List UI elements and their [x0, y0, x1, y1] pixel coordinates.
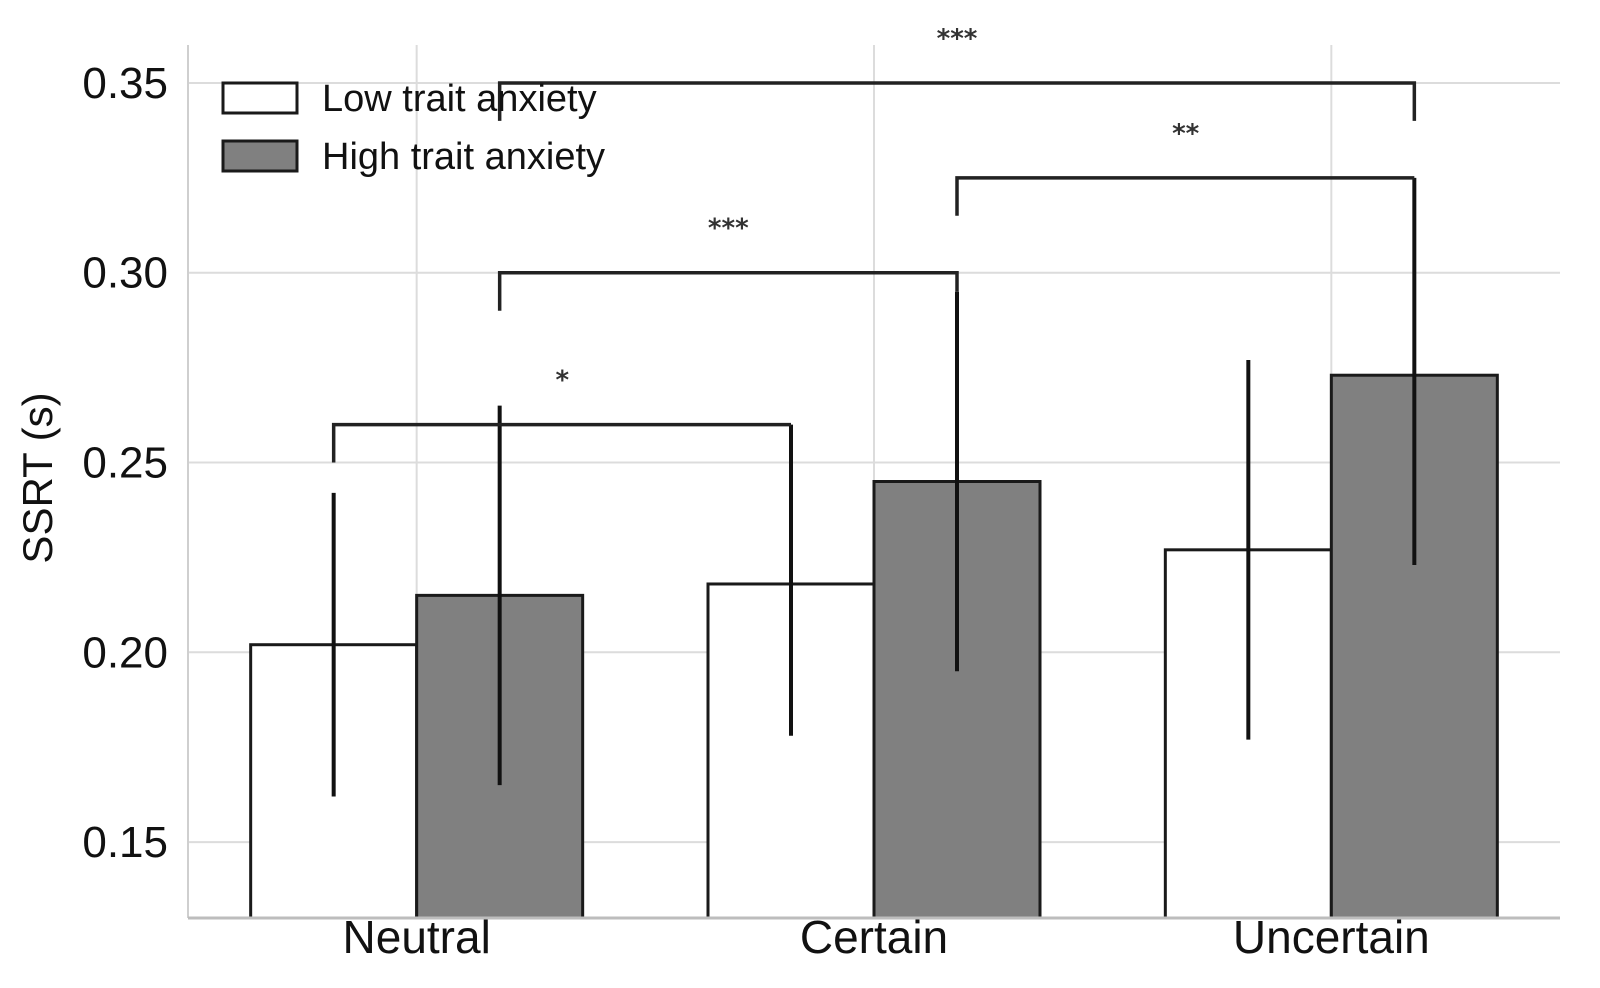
significance-label: ***: [937, 24, 978, 54]
legend-label: High trait anxiety: [322, 136, 605, 178]
axes: 0.15 0.20 0.25 0.30 0.35 Neutral Certain Uncert…: [82, 45, 1560, 963]
significance-label: **: [1172, 119, 1200, 149]
error-bars: [331, 177, 1417, 797]
x-tick-label: Certain: [800, 911, 948, 963]
significance-brackets: *********: [331, 24, 1417, 463]
significance-label: *: [556, 366, 570, 396]
y-tick-label: 0.35: [82, 59, 168, 108]
legend-swatch: [221, 139, 299, 173]
significance-bracket: [955, 176, 1415, 216]
x-tick-label: Uncertain: [1233, 911, 1430, 963]
y-tick-label: 0.20: [82, 628, 168, 677]
y-tick-label: 0.30: [82, 249, 168, 298]
significance-bracket: [331, 422, 791, 463]
y-tick-label: 0.15: [82, 818, 168, 867]
legend-swatch: [221, 81, 299, 115]
significance-label: ***: [708, 214, 749, 244]
y-tick-label: 0.25: [82, 439, 168, 488]
legend-label: Low trait anxiety: [322, 78, 597, 120]
legend: Low trait anxiety High trait anxiety: [221, 78, 605, 178]
significance-bracket: [497, 270, 959, 311]
significance-bracket: [497, 81, 1417, 121]
y-axis-title: SSRT (s): [14, 392, 61, 563]
x-tick-label: Neutral: [343, 911, 491, 963]
